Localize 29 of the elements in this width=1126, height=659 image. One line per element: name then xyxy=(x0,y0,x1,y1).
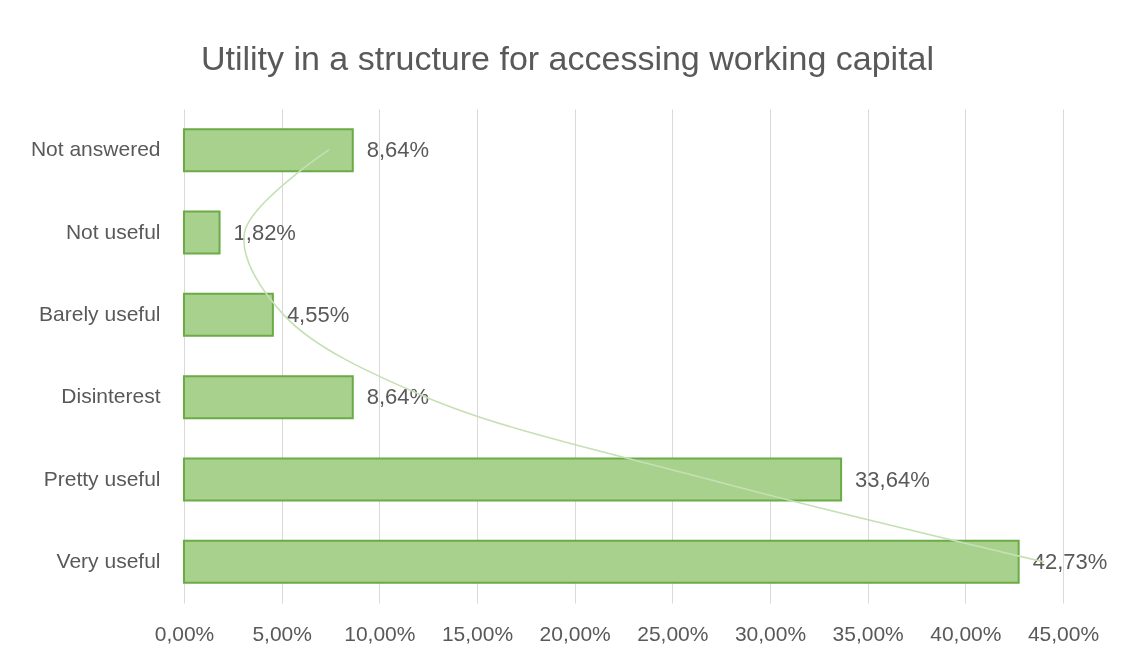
x-tick-label: 45,00% xyxy=(1027,621,1100,645)
x-tick-label: 15,00% xyxy=(441,621,514,645)
data-label: 42,73% xyxy=(1032,548,1108,574)
x-tick-label: 10,00% xyxy=(344,621,416,645)
bar xyxy=(183,539,1020,584)
bar xyxy=(183,292,274,337)
y-tick-label: Barely useful xyxy=(39,301,161,325)
data-label: 33,64% xyxy=(855,466,930,492)
bar xyxy=(183,128,354,173)
y-tick-label: Not answered xyxy=(30,137,161,161)
x-tick-label: 30,00% xyxy=(734,621,807,645)
data-label: 8,64% xyxy=(366,384,430,410)
y-tick-label: Pretty useful xyxy=(43,466,161,490)
data-label: 8,64% xyxy=(366,137,430,163)
x-tick-label: 35,00% xyxy=(832,621,904,645)
x-tick-label: 5,00% xyxy=(252,621,312,645)
y-tick-label: Disinterest xyxy=(61,384,161,408)
x-tick-label: 40,00% xyxy=(930,621,1002,645)
data-label: 1,82% xyxy=(233,219,296,245)
data-label: 4,55% xyxy=(286,301,350,327)
bar xyxy=(183,457,843,502)
bar xyxy=(183,375,354,420)
y-tick-label: Not useful xyxy=(65,219,161,243)
chart-title: Utility in a structure for accessing working capital xyxy=(200,39,935,77)
x-tick-label: 25,00% xyxy=(637,621,709,645)
bar xyxy=(183,210,221,255)
x-tick-label: 20,00% xyxy=(539,621,611,645)
x-tick-label: 0,00% xyxy=(154,621,215,645)
y-tick-label: Very useful xyxy=(56,548,161,572)
